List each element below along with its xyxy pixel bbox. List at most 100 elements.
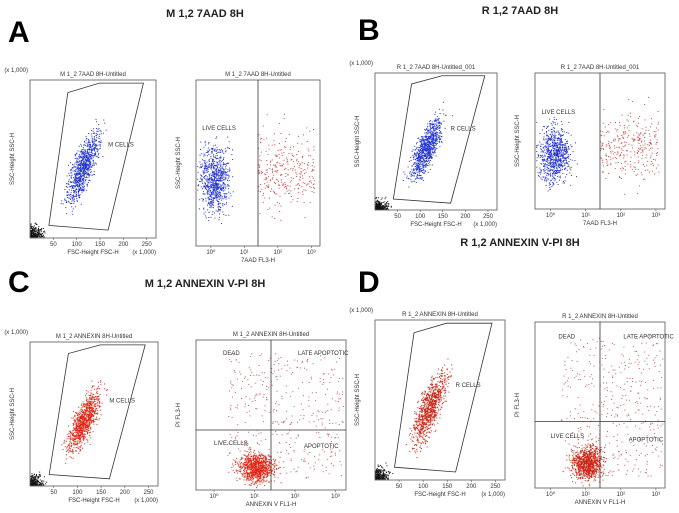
event-dot	[313, 180, 315, 182]
event-dot	[545, 132, 547, 134]
event-dot	[565, 160, 567, 162]
event-dot	[37, 233, 39, 235]
event-dot	[271, 188, 273, 190]
event-dot	[280, 181, 282, 183]
event-dot	[562, 169, 564, 171]
event-dot	[552, 122, 554, 124]
event-dot	[78, 181, 80, 183]
event-dot	[215, 192, 217, 194]
event-dot	[551, 144, 553, 146]
event-dot	[558, 147, 560, 149]
event-dot	[32, 235, 34, 237]
event-dot	[274, 193, 276, 195]
event-dot	[35, 227, 37, 229]
event-dot	[212, 207, 214, 209]
event-dot	[85, 176, 87, 178]
event-dot	[80, 180, 82, 182]
event-dot	[70, 181, 72, 183]
event-dot	[542, 159, 544, 161]
event-dot	[78, 421, 80, 423]
event-dot	[98, 141, 100, 143]
event-dot	[555, 134, 557, 136]
event-dot	[82, 190, 84, 192]
event-dot	[430, 136, 432, 138]
event-dot	[427, 146, 429, 148]
event-dot	[225, 186, 227, 188]
event-dot	[223, 213, 225, 215]
event-dot	[433, 145, 435, 147]
event-dot	[91, 148, 93, 150]
event-dot	[217, 191, 219, 193]
event-dot	[563, 157, 565, 159]
event-dot	[78, 196, 80, 198]
event-dot	[285, 140, 287, 142]
event-dot	[69, 194, 71, 196]
event-dot	[71, 184, 73, 186]
event-dot	[313, 186, 315, 188]
event-dot	[84, 173, 86, 175]
event-dot	[216, 149, 218, 151]
event-dot	[637, 139, 639, 141]
event-dot	[87, 410, 89, 412]
event-dot	[435, 128, 437, 130]
event-dot	[89, 149, 91, 151]
event-dot	[553, 178, 555, 180]
event-dot	[279, 195, 281, 197]
event-dot	[421, 178, 423, 180]
event-dot	[85, 142, 87, 144]
event-dot	[212, 190, 214, 192]
event-dot	[376, 203, 378, 205]
event-dot	[537, 174, 539, 176]
event-dot	[375, 197, 377, 199]
event-dot	[81, 179, 83, 181]
event-dot	[217, 183, 219, 185]
event-dot	[424, 150, 426, 152]
event-dot	[31, 231, 33, 233]
event-dot	[548, 170, 550, 172]
event-dot	[556, 153, 558, 155]
event-dot	[429, 168, 431, 170]
event-dot	[415, 153, 417, 155]
event-dot	[85, 154, 87, 156]
event-dot	[635, 168, 637, 170]
event-dot	[213, 178, 215, 180]
event-dot	[378, 208, 380, 210]
event-dot	[650, 157, 652, 159]
event-dot	[420, 158, 422, 160]
event-dot	[40, 235, 42, 237]
event-dot	[216, 183, 218, 185]
event-dot	[206, 188, 208, 190]
event-dot	[205, 171, 207, 173]
event-dot	[536, 157, 538, 159]
event-dot	[379, 205, 381, 207]
event-dot	[74, 169, 76, 171]
event-dot	[84, 155, 86, 157]
event-dot	[94, 147, 96, 149]
event-dot	[218, 206, 220, 208]
event-dot	[555, 142, 557, 144]
event-dot	[33, 233, 35, 235]
event-dot	[100, 130, 102, 132]
event-dot	[80, 428, 82, 430]
event-dot	[71, 181, 73, 183]
event-dot	[78, 429, 80, 431]
event-dot	[423, 153, 425, 155]
event-dot	[97, 128, 99, 130]
event-dot	[424, 159, 426, 161]
event-dot	[227, 171, 229, 173]
event-dot	[311, 190, 313, 192]
event-dot	[421, 156, 423, 158]
event-dot	[553, 154, 555, 156]
event-dot	[83, 417, 85, 419]
event-dot	[211, 180, 213, 182]
event-dot	[550, 150, 552, 152]
event-dot	[612, 150, 614, 152]
event-dot	[412, 181, 414, 183]
event-dot	[78, 176, 80, 178]
event-dot	[224, 151, 226, 153]
event-dot	[286, 161, 288, 163]
event-dot	[71, 198, 73, 200]
event-dot	[420, 161, 422, 163]
event-dot	[536, 150, 538, 152]
